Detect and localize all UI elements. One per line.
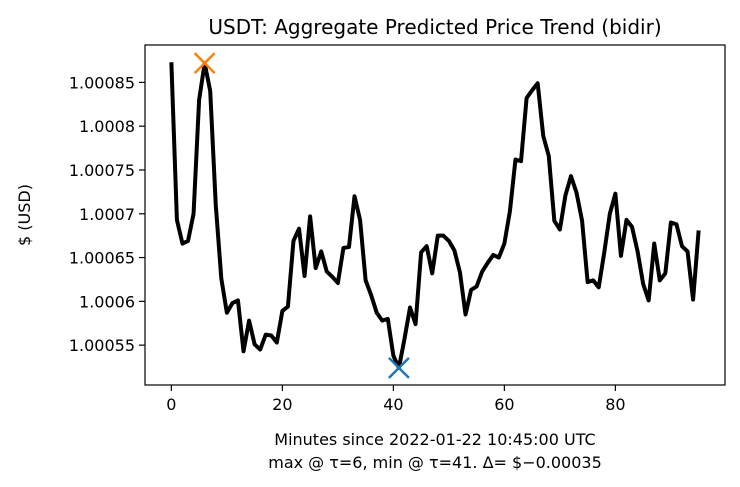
x-tick-label: 0 [166,395,176,414]
x-axis-summary: max @ τ=6, min @ τ=41. Δ= $−0.00035 [268,453,602,472]
min-marker [388,357,410,379]
x-tick-label: 60 [494,395,514,414]
y-tick-label: 1.0006 [79,292,135,311]
y-tick-label: 1.00055 [69,336,135,355]
y-tick-label: 1.0007 [79,205,135,224]
y-tick-label: 1.00075 [69,161,135,180]
x-tick-label: 40 [383,395,403,414]
x-tick-label: 20 [272,395,292,414]
x-tick-label: 80 [605,395,625,414]
y-tick-label: 1.00085 [69,73,135,92]
plot-frame [144,44,726,386]
y-tick-label: 1.0008 [79,117,135,136]
x-axis-label: Minutes since 2022-01-22 10:45:00 UTC [274,430,595,449]
y-tick-label: 1.00065 [69,249,135,268]
price-series-line [169,61,701,370]
max-marker [193,52,216,75]
plot-area [169,52,701,379]
y-axis-label: $ (USD) [15,184,34,246]
chart-title: USDT: Aggregate Predicted Price Trend (b… [208,15,661,39]
